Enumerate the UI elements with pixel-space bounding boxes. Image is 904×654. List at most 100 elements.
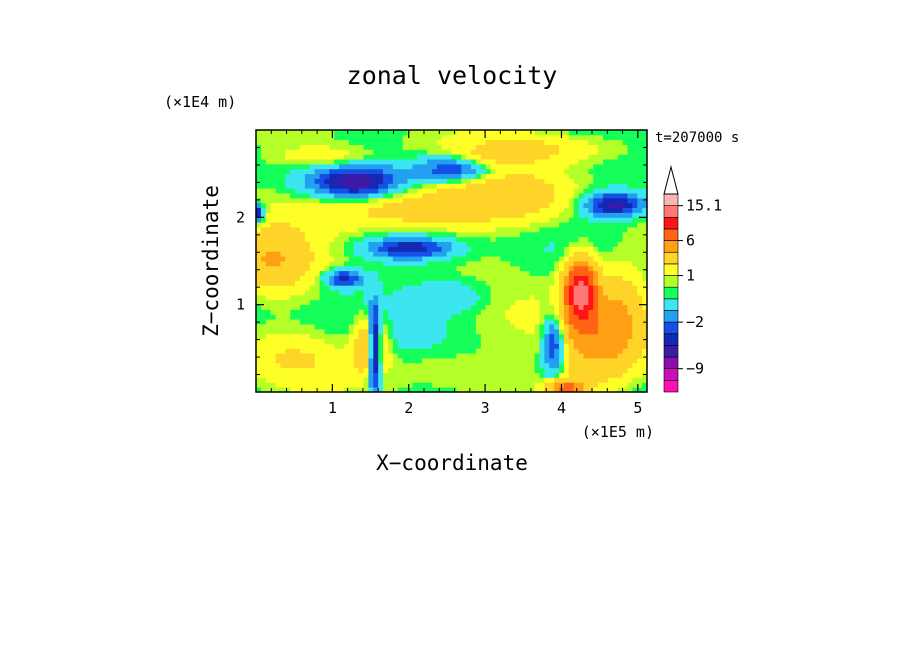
field-cell (378, 251, 384, 257)
field-cell (368, 328, 374, 335)
field-cell (417, 309, 423, 315)
field-cell (329, 270, 335, 276)
field-cell (519, 261, 526, 267)
field-cell (519, 217, 526, 223)
field-cell (471, 348, 477, 354)
field-cell (285, 304, 291, 310)
field-cell (275, 348, 281, 354)
field-cell (495, 159, 501, 165)
field-cell (309, 202, 316, 209)
field-cell (617, 275, 623, 281)
field-cell (622, 222, 628, 228)
field-cell (534, 163, 540, 170)
field-cell (480, 193, 487, 199)
field-cell (363, 130, 369, 136)
field-cell (441, 188, 448, 194)
field-cell (515, 377, 521, 383)
field-cell (563, 358, 570, 364)
field-cell (407, 193, 413, 199)
field-cell (299, 178, 306, 184)
field-cell (456, 382, 462, 388)
field-cell (632, 144, 638, 150)
field-cell (524, 285, 531, 291)
field-cell (451, 236, 457, 242)
field-cell (363, 319, 369, 325)
field-cell (539, 275, 545, 281)
field-cell (617, 163, 623, 170)
field-cell (319, 353, 325, 359)
field-cell (295, 294, 301, 301)
field-cell (622, 290, 628, 296)
field-cell (407, 130, 413, 136)
field-cell (387, 280, 394, 286)
field-cell (519, 294, 526, 301)
field-cell (392, 343, 399, 349)
field-cell (334, 212, 340, 218)
field-cell (466, 246, 472, 252)
field-cell (524, 227, 531, 233)
field-cell (407, 231, 413, 238)
field-cell (441, 328, 448, 335)
field-cell (358, 251, 364, 257)
field-cell (583, 134, 589, 141)
field-cell (519, 377, 526, 383)
field-cell (554, 207, 560, 213)
field-cell (612, 168, 619, 175)
field-cell (309, 270, 316, 276)
field-cell (515, 246, 521, 252)
field-cell (515, 134, 521, 141)
field-cell (607, 217, 614, 223)
field-cell (563, 212, 570, 218)
field-cell (637, 372, 643, 378)
field-cell (563, 382, 570, 388)
field-cell (422, 178, 428, 184)
field-cell (353, 319, 360, 325)
field-cell (529, 324, 535, 330)
field-cell (324, 173, 330, 179)
field-cell (480, 387, 487, 392)
field-cell (446, 236, 452, 242)
field-cell (329, 280, 335, 286)
field-cell (407, 387, 413, 392)
field-cell (515, 338, 521, 344)
field-cell (451, 309, 457, 315)
field-cell (475, 144, 482, 150)
field-cell (515, 294, 521, 301)
field-cell (339, 362, 345, 369)
field-cell (593, 304, 599, 310)
field-cell (392, 261, 399, 267)
field-cell (505, 367, 511, 373)
field-cell (456, 130, 462, 136)
field-cell (392, 338, 399, 344)
field-cell (339, 275, 345, 281)
field-cell (412, 275, 418, 281)
field-cell (603, 168, 609, 175)
field-cell (309, 265, 316, 272)
field-cell (309, 163, 316, 170)
field-cell (588, 154, 594, 160)
field-cell (334, 251, 340, 257)
field-cell (510, 256, 516, 262)
field-cell (617, 207, 623, 213)
field-cell (534, 261, 540, 267)
field-cell (529, 251, 535, 257)
field-cell (485, 348, 491, 354)
field-cell (622, 193, 628, 199)
field-cell (285, 130, 291, 136)
field-cell (495, 299, 501, 306)
field-cell (275, 217, 281, 223)
field-cell (329, 183, 335, 189)
field-cell (612, 353, 619, 359)
field-cell (309, 217, 316, 223)
field-cell (339, 144, 345, 150)
field-cell (260, 353, 267, 359)
field-cell (378, 367, 384, 373)
field-cell (500, 348, 506, 354)
field-cell (500, 377, 506, 383)
field-cell (265, 139, 272, 145)
field-cell (583, 236, 589, 242)
field-cell (343, 294, 350, 301)
field-cell (339, 193, 345, 199)
field-cell (339, 309, 345, 315)
field-cell (343, 338, 350, 344)
